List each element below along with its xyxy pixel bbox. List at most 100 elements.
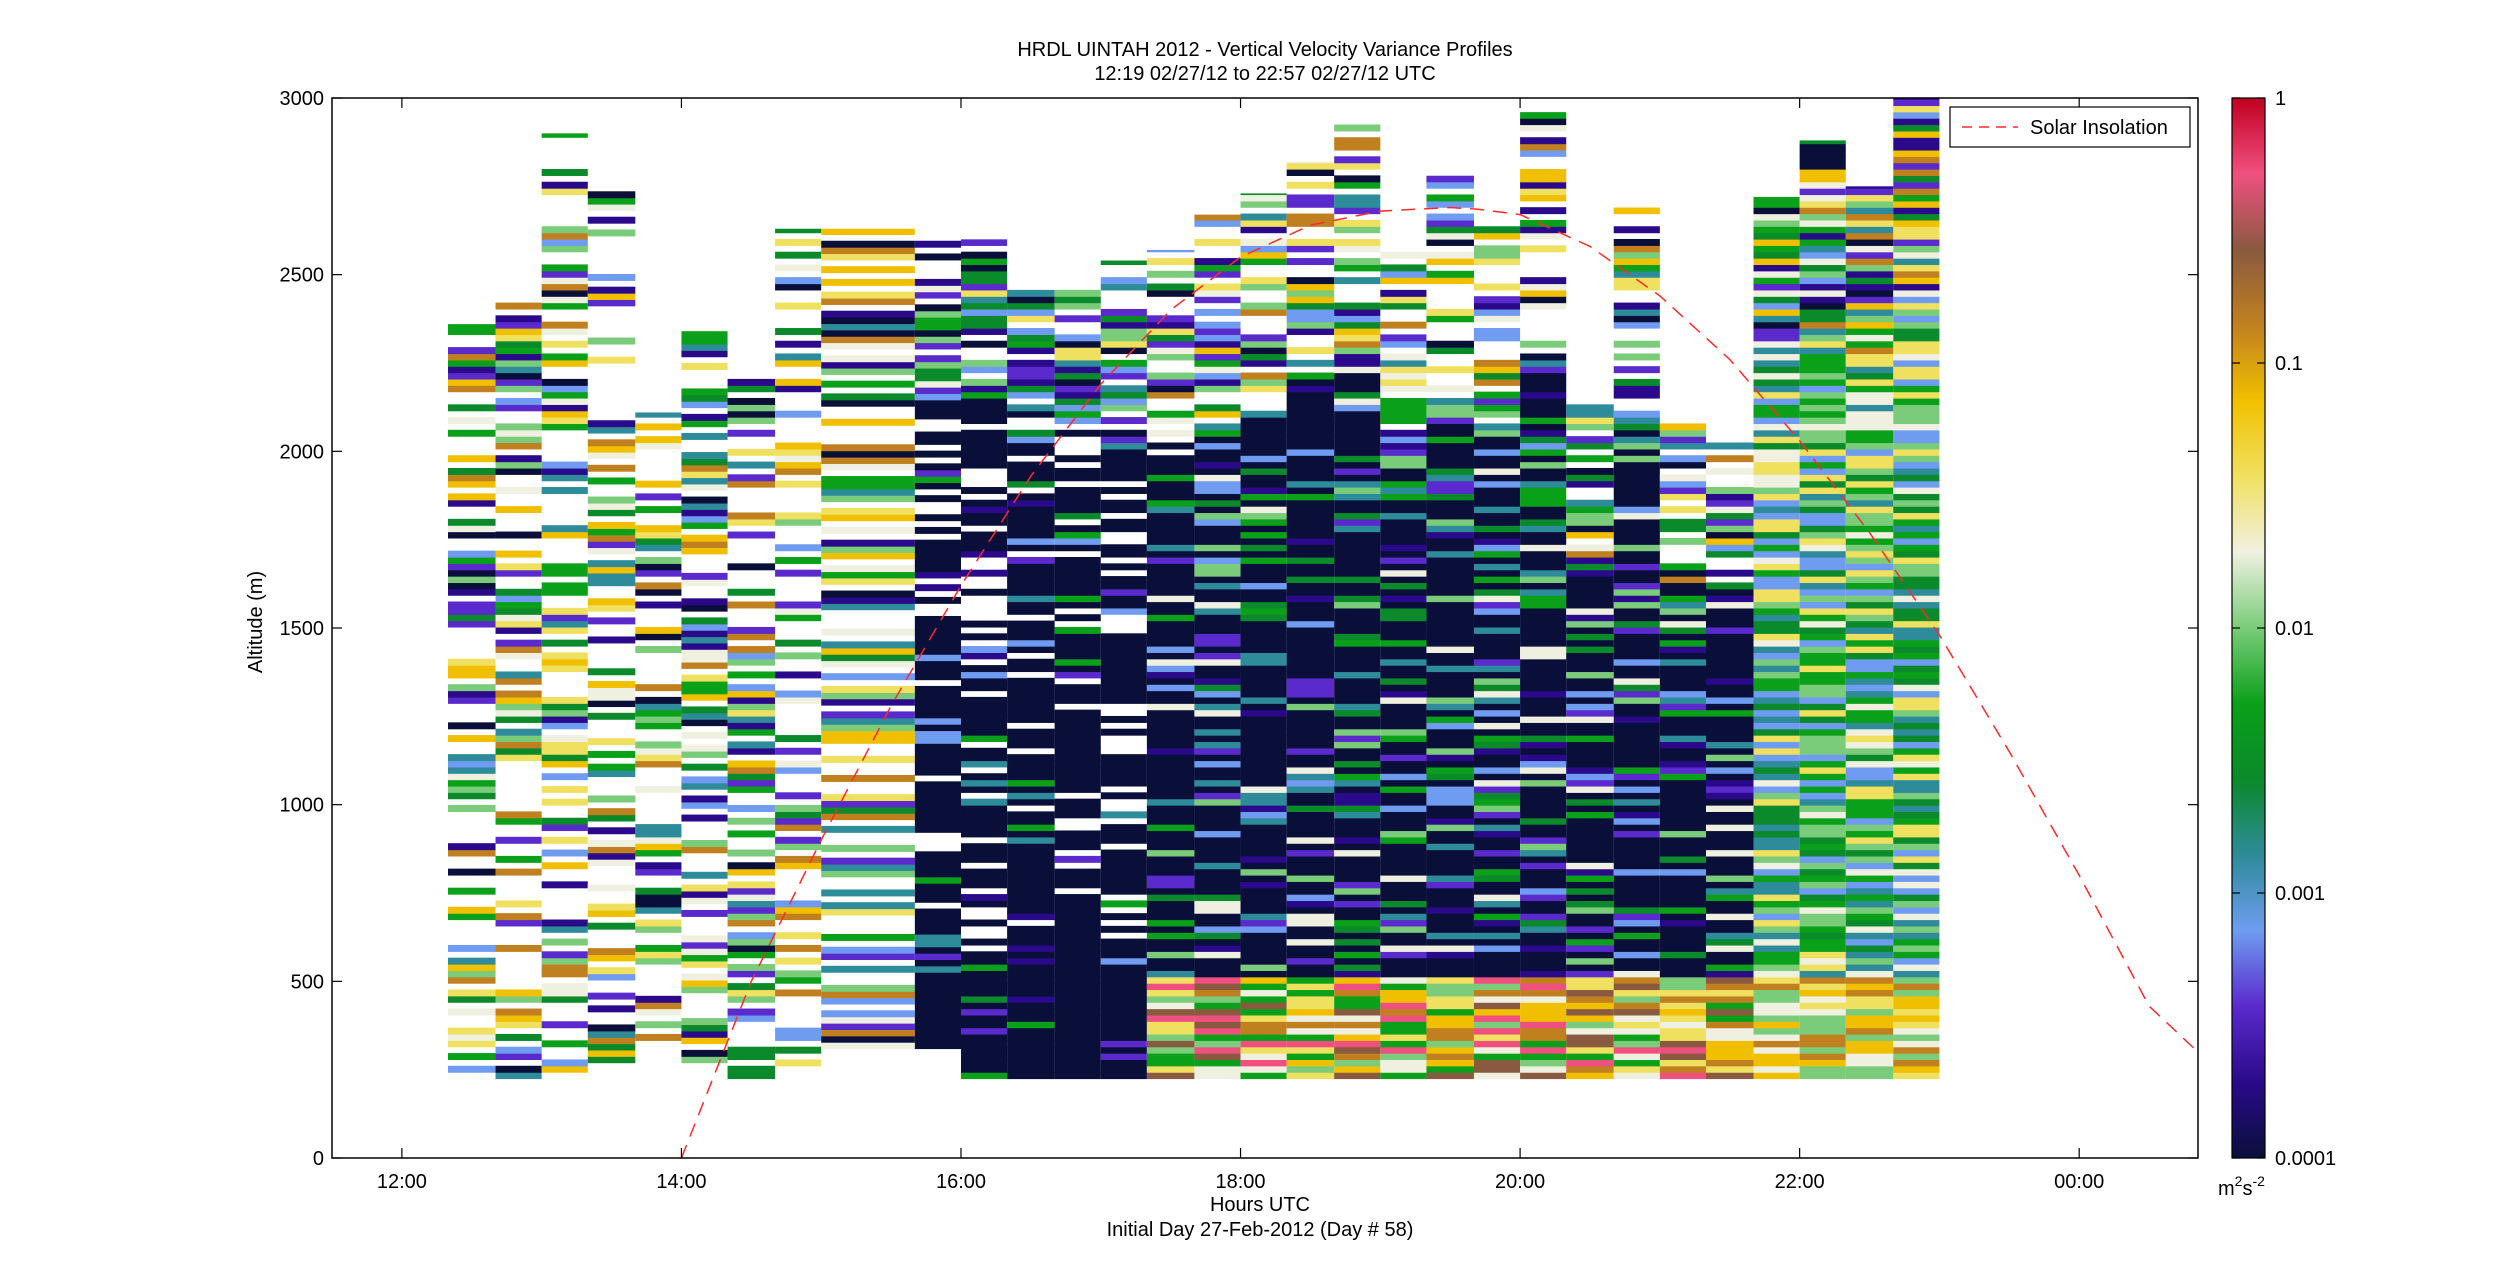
heatmap-cell xyxy=(1845,677,1894,685)
heatmap-cell xyxy=(1240,1021,1287,1029)
heatmap-cell xyxy=(821,965,915,973)
heatmap-cell xyxy=(1007,894,1055,902)
heatmap-cell xyxy=(635,785,682,793)
heatmap-cell xyxy=(1380,378,1427,386)
heatmap-cell xyxy=(1194,340,1241,348)
heatmap-cell xyxy=(1146,1072,1195,1080)
heatmap-cell xyxy=(821,393,915,401)
heatmap-cell xyxy=(1893,989,1940,997)
heatmap-cell xyxy=(1893,805,1940,812)
heatmap-cell xyxy=(1566,690,1614,698)
heatmap-cell xyxy=(1799,302,1846,310)
heatmap-cell xyxy=(1845,779,1894,787)
heatmap-cell xyxy=(448,588,496,596)
heatmap-cell xyxy=(1893,264,1940,272)
heatmap-cell xyxy=(1286,766,1335,774)
heatmap-cell xyxy=(1613,684,1660,692)
heatmap-cell xyxy=(727,830,776,838)
heatmap-cell xyxy=(1893,754,1940,762)
heatmap-cell xyxy=(1613,766,1660,774)
heatmap-cell xyxy=(1473,715,1521,723)
heatmap-cell xyxy=(960,1021,1008,1029)
heatmap-cell xyxy=(635,830,682,838)
heatmap-cell xyxy=(1705,862,1754,870)
heatmap-cell xyxy=(727,410,776,418)
heatmap-cell xyxy=(587,808,636,816)
heatmap-cell xyxy=(1753,696,1800,704)
heatmap-cell xyxy=(1334,1033,1381,1041)
heatmap-cell xyxy=(1473,665,1521,673)
heatmap-cell xyxy=(1845,932,1894,940)
heatmap-cell xyxy=(1146,569,1195,577)
heatmap-cell xyxy=(914,794,961,802)
y-tick-label: 0 xyxy=(313,1148,324,1170)
heatmap-cell xyxy=(1194,595,1241,603)
heatmap-cell xyxy=(1613,417,1660,425)
heatmap-cell xyxy=(1520,646,1567,653)
heatmap-cell xyxy=(1893,404,1940,412)
heatmap-cell xyxy=(1146,696,1195,704)
heatmap-cell xyxy=(1426,792,1474,800)
heatmap-cell xyxy=(1753,798,1800,806)
heatmap-cell xyxy=(1426,563,1474,571)
heatmap-cell xyxy=(1566,696,1614,704)
heatmap-cell xyxy=(1426,976,1474,984)
heatmap-cell xyxy=(1194,219,1241,227)
heatmap-cell xyxy=(541,798,588,806)
heatmap-cell xyxy=(1240,353,1287,361)
heatmap-cell xyxy=(1705,741,1754,749)
heatmap-cell xyxy=(1659,1059,1706,1067)
heatmap-cell xyxy=(1286,824,1335,832)
heatmap-cell xyxy=(448,417,496,425)
heatmap-cell xyxy=(1799,906,1846,914)
heatmap-cell xyxy=(1426,1014,1474,1022)
heatmap-cell xyxy=(541,296,588,304)
heatmap-cell xyxy=(587,1030,636,1038)
heatmap-cell xyxy=(681,649,728,657)
heatmap-cell xyxy=(1613,925,1660,933)
heatmap-cell xyxy=(1566,569,1614,577)
heatmap-cell xyxy=(1007,868,1055,876)
chart-title: HRDL UINTAH 2012 - Vertical Velocity Var… xyxy=(1017,39,1512,61)
heatmap-cell xyxy=(1146,289,1195,297)
heatmap-cell xyxy=(960,989,1008,997)
heatmap-cell xyxy=(1893,308,1940,316)
heatmap-cell xyxy=(1799,359,1846,367)
heatmap-cell xyxy=(914,813,961,821)
heatmap-cell xyxy=(587,967,636,975)
heatmap-cell xyxy=(1007,448,1055,456)
heatmap-cell xyxy=(681,598,728,606)
heatmap-cell xyxy=(914,921,961,929)
heatmap-cell xyxy=(1240,1046,1287,1054)
heatmap-cell xyxy=(1334,544,1381,552)
heatmap-cell xyxy=(1845,359,1894,367)
heatmap-cell xyxy=(1705,646,1754,653)
heatmap-cell xyxy=(1194,518,1241,526)
heatmap-cell xyxy=(448,569,496,577)
heatmap-cell xyxy=(1334,677,1381,685)
heatmap-cell xyxy=(1240,1014,1287,1022)
heatmap-cell xyxy=(1520,830,1567,838)
heatmap-cell xyxy=(587,464,636,472)
heatmap-cell xyxy=(1007,665,1055,673)
heatmap-cell xyxy=(1380,690,1427,698)
unit-base: m xyxy=(2218,1178,2235,1200)
heatmap-cell xyxy=(1566,735,1614,743)
heatmap-cell xyxy=(1007,289,1055,297)
heatmap-cell xyxy=(1799,378,1846,386)
heatmap-cell xyxy=(914,565,961,573)
heatmap-cell xyxy=(495,1065,542,1073)
heatmap-cell xyxy=(1054,1046,1101,1054)
heatmap-cell xyxy=(1520,1053,1567,1061)
heatmap-cell xyxy=(681,483,728,491)
heatmap-cell xyxy=(448,976,496,984)
heatmap-cell xyxy=(1753,1053,1800,1061)
heatmap-cell xyxy=(914,482,961,490)
heatmap-cell xyxy=(914,641,961,649)
heatmap-cell xyxy=(495,467,542,475)
heatmap-cell xyxy=(1240,709,1287,717)
heatmap-cell xyxy=(821,456,915,464)
heatmap-cell xyxy=(1194,957,1241,965)
heatmap-cell xyxy=(1286,537,1335,545)
heatmap-cell xyxy=(775,766,822,774)
